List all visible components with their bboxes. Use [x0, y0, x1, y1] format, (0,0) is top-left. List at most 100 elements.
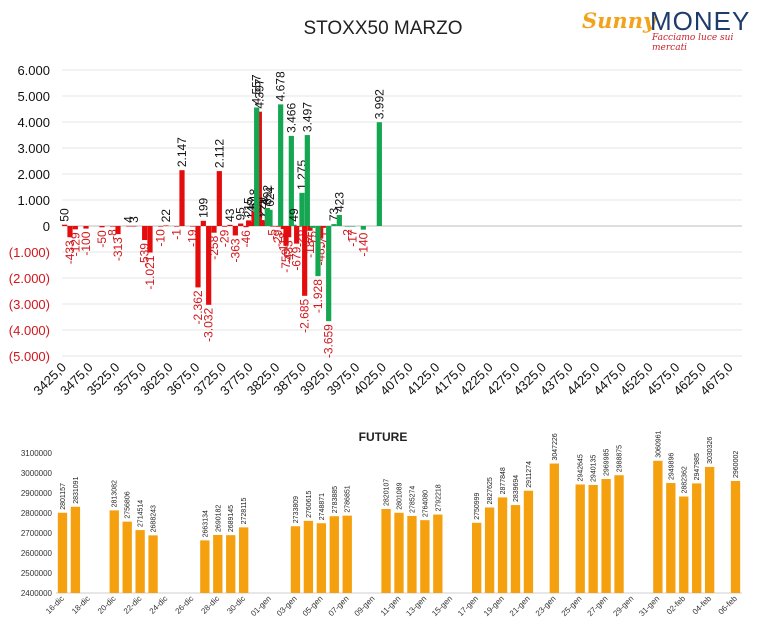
- future-x-tick-label: 05-gen: [301, 594, 325, 618]
- future-data-label: 3060961: [655, 430, 662, 457]
- future-data-label: 2786851: [345, 485, 352, 512]
- future-x-tick-label: 04-feb: [691, 594, 714, 617]
- future-bar: [290, 526, 301, 593]
- future-y-tick-label: 2500000: [21, 569, 53, 578]
- future-bar: [109, 510, 119, 593]
- bar: [350, 226, 356, 227]
- bar: [99, 226, 105, 228]
- future-bar: [200, 540, 210, 593]
- data-label: -3.032: [202, 308, 216, 342]
- data-label: 4: [122, 216, 136, 223]
- future-x-tick-label: 01-gen: [249, 594, 273, 618]
- future-data-label: 2877848: [500, 467, 507, 494]
- bar: [344, 226, 350, 227]
- bar: [195, 226, 201, 288]
- y-tick-label: 0: [43, 219, 50, 234]
- logo-tagline: Facciamo luce sui mercati: [652, 33, 734, 53]
- future-data-label: 2801089: [397, 482, 404, 509]
- future-bar: [679, 496, 689, 593]
- data-label: -1.928: [311, 279, 325, 313]
- future-x-tick-label: 07-gen: [327, 594, 351, 618]
- future-data-label: 2760615: [306, 491, 313, 518]
- y-tick-label: 4.000: [17, 115, 50, 130]
- bar: [310, 226, 316, 228]
- future-bar: [148, 535, 158, 593]
- future-bar: [303, 520, 314, 593]
- future-bar: [653, 460, 663, 593]
- data-label: -3.659: [322, 324, 336, 358]
- bar: [254, 107, 260, 226]
- bar: [216, 171, 222, 226]
- y-tick-label: 5.000: [17, 89, 50, 104]
- bar: [299, 192, 305, 226]
- future-data-label: 2942645: [578, 454, 585, 481]
- future-y-tick-label: 2400000: [21, 589, 53, 598]
- future-data-label: 2813082: [112, 480, 119, 507]
- data-label: 423: [332, 192, 346, 212]
- future-bar: [497, 497, 508, 593]
- future-bar: [549, 463, 559, 593]
- future-bar: [213, 534, 223, 593]
- future-data-label: 2792218: [435, 484, 442, 511]
- bar: [304, 135, 310, 226]
- bar: [318, 226, 324, 239]
- y-tick-label: (5.000): [9, 349, 50, 364]
- y-tick-label: 6.000: [17, 63, 50, 78]
- future-data-label: 2839694: [513, 475, 520, 502]
- future-bar: [523, 490, 534, 593]
- future-data-label: 3030326: [707, 437, 714, 464]
- future-data-label: 2882362: [681, 466, 688, 493]
- data-label: -313: [111, 237, 125, 261]
- future-y-tick-label: 2600000: [21, 549, 53, 558]
- bar: [326, 226, 332, 322]
- future-bar: [122, 521, 132, 593]
- bar: [246, 220, 252, 226]
- future-x-tick-label: 25-gen: [560, 594, 584, 618]
- bar: [294, 226, 300, 244]
- bar: [248, 222, 254, 226]
- data-label: -1.021: [143, 255, 157, 289]
- future-data-label: 2748871: [319, 493, 326, 520]
- logo-sunny-text: Sunny: [582, 8, 656, 33]
- future-data-label: 2733809: [293, 496, 300, 523]
- bar: [179, 170, 185, 226]
- bar: [222, 226, 228, 227]
- bar: [296, 226, 302, 227]
- future-x-tick-label: 24-dic: [148, 594, 170, 616]
- future-bar: [135, 530, 145, 593]
- future-bar: [472, 522, 482, 593]
- y-tick-label: 3.000: [17, 141, 50, 156]
- data-label: -100: [79, 231, 93, 255]
- future-data-label: 2947985: [694, 453, 701, 480]
- future-y-tick-label: 3000000: [21, 469, 53, 478]
- data-label: -1: [170, 229, 184, 240]
- bar: [110, 226, 116, 227]
- future-data-label: 2911274: [526, 461, 533, 488]
- bar: [115, 226, 121, 235]
- future-data-label: 2764080: [422, 490, 429, 517]
- data-label: -2.685: [298, 298, 312, 332]
- bar: [331, 224, 337, 226]
- future-data-label: 3047226: [552, 433, 559, 460]
- data-label: 49: [287, 208, 301, 222]
- future-data-label: 2785274: [409, 486, 416, 513]
- data-label: 199: [196, 197, 210, 217]
- future-bar: [704, 466, 715, 593]
- bar: [283, 226, 289, 246]
- future-data-label: 2988875: [617, 445, 624, 472]
- data-label: 2.147: [175, 137, 189, 167]
- future-data-label: 2940135: [591, 455, 598, 482]
- sunny-money-logo: Sunny MONEY Facciamo luce sui mercati: [582, 6, 758, 53]
- future-bar: [601, 479, 611, 593]
- bar: [72, 226, 78, 230]
- future-bar: [510, 505, 521, 593]
- future-bar: [588, 484, 598, 593]
- future-x-tick-label: 20-dic: [96, 594, 118, 616]
- future-x-tick-label: 30-dic: [225, 594, 247, 616]
- y-tick-label: 2.000: [17, 167, 50, 182]
- bar: [147, 226, 153, 253]
- future-data-label: 2960002: [733, 451, 740, 478]
- bar: [158, 226, 164, 227]
